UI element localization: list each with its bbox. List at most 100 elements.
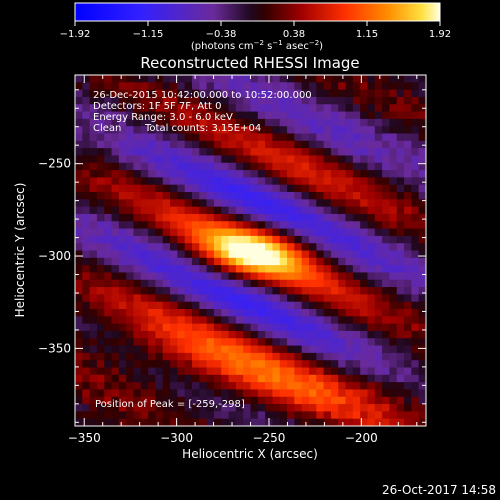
heatmap-cell: [155, 352, 164, 361]
heatmap-cell: [352, 287, 361, 295]
heatmap-cell: [104, 265, 113, 274]
heatmap-cell: [374, 192, 383, 200]
heatmap-cell: [184, 148, 193, 157]
heatmap-cell: [279, 104, 288, 113]
heatmap-cell: [221, 243, 230, 252]
heatmap-cell: [418, 170, 426, 178]
heatmap-cell: [162, 126, 171, 135]
heatmap-cell: [374, 228, 383, 237]
heatmap-cell: [75, 133, 83, 142]
heatmap-cell: [199, 316, 208, 325]
heatmap-cell: [294, 148, 303, 157]
heatmap-cell: [323, 221, 332, 230]
heatmap-cell: [250, 389, 259, 398]
heatmap-cell: [228, 301, 237, 310]
chart-title: Reconstructed RHESSI Image: [140, 54, 359, 72]
heatmap-cell: [272, 133, 281, 142]
heatmap-cell: [352, 243, 361, 252]
x-tick-label: −350: [68, 431, 101, 445]
heatmap-cell: [382, 140, 391, 149]
heatmap-cell: [279, 228, 288, 237]
heatmap-cell: [170, 316, 178, 325]
heatmap-cell: [96, 96, 105, 105]
heatmap-cell: [265, 404, 274, 412]
heatmap-cell: [118, 301, 127, 310]
heatmap-cell: [111, 257, 120, 266]
heatmap-cell: [250, 360, 259, 369]
heatmap-cell: [213, 250, 222, 259]
heatmap-cell: [294, 133, 303, 142]
heatmap-cell: [294, 177, 303, 186]
heatmap-cell: [140, 221, 149, 230]
heatmap-cell: [104, 126, 113, 135]
heatmap-cell: [396, 279, 405, 288]
heatmap-cell: [199, 338, 208, 347]
heatmap-cell: [323, 294, 332, 303]
heatmap-cell: [199, 213, 208, 222]
heatmap-cell: [330, 352, 339, 361]
heatmap-cell: [133, 228, 142, 237]
heatmap-cell: [250, 243, 259, 252]
heatmap-cell: [345, 279, 354, 288]
heatmap-cell: [192, 265, 200, 274]
heatmap-cell: [382, 287, 391, 295]
heatmap-cell: [170, 96, 178, 105]
heatmap-cell: [228, 133, 237, 142]
heatmap-cell: [89, 330, 98, 339]
heatmap-cell: [396, 418, 405, 426]
heatmap-cell: [184, 126, 193, 135]
heatmap-cell: [411, 96, 420, 105]
heatmap-cell: [243, 287, 252, 295]
heatmap-cell: [323, 374, 332, 383]
heatmap-cell: [111, 404, 120, 412]
heatmap-cell: [184, 265, 193, 274]
heatmap-cell: [243, 155, 252, 164]
heatmap-cell: [177, 162, 186, 171]
heatmap-cell: [228, 221, 237, 230]
heatmap-cell: [250, 162, 259, 171]
heatmap-cell: [104, 133, 113, 142]
heatmap-cell: [177, 96, 186, 105]
heatmap-cell: [213, 330, 222, 339]
heatmap-cell: [389, 360, 398, 369]
heatmap-cell: [111, 287, 120, 295]
heatmap-cell: [330, 199, 339, 208]
heatmap-cell: [111, 104, 120, 113]
heatmap-cell: [126, 148, 135, 157]
heatmap-cell: [301, 82, 310, 91]
heatmap-cell: [352, 360, 361, 369]
heatmap-cell: [75, 118, 83, 127]
heatmap-cell: [126, 330, 135, 339]
heatmap-cell: [272, 301, 281, 310]
heatmap-cell: [162, 279, 171, 288]
heatmap-cell: [404, 96, 412, 105]
heatmap-cell: [323, 382, 332, 391]
heatmap-cell: [382, 89, 391, 98]
heatmap-cell: [360, 155, 369, 164]
heatmap-cell: [279, 75, 288, 83]
heatmap-cell: [111, 330, 120, 339]
heatmap-cell: [279, 213, 288, 222]
heatmap-cell: [250, 96, 259, 105]
heatmap-cell: [133, 170, 142, 178]
heatmap-cell: [389, 75, 398, 83]
heatmap-cell: [228, 338, 237, 347]
heatmap-cell: [155, 82, 164, 91]
heatmap-cell: [140, 323, 149, 332]
heatmap-cell: [221, 294, 230, 303]
heatmap-cell: [133, 192, 142, 200]
heatmap-cell: [382, 382, 391, 391]
heatmap-cell: [170, 330, 178, 339]
heatmap-cell: [411, 235, 420, 244]
heatmap-cell: [294, 140, 303, 149]
heatmap-cell: [265, 82, 274, 91]
heatmap-cell: [396, 396, 405, 405]
heatmap-cell: [330, 184, 339, 193]
heatmap-cell: [265, 170, 274, 178]
heatmap-cell: [148, 345, 157, 354]
heatmap-cell: [345, 294, 354, 303]
heatmap-cell: [118, 228, 127, 237]
heatmap-cell: [162, 118, 171, 127]
heatmap-cell: [206, 287, 215, 295]
heatmap-cell: [250, 75, 259, 83]
